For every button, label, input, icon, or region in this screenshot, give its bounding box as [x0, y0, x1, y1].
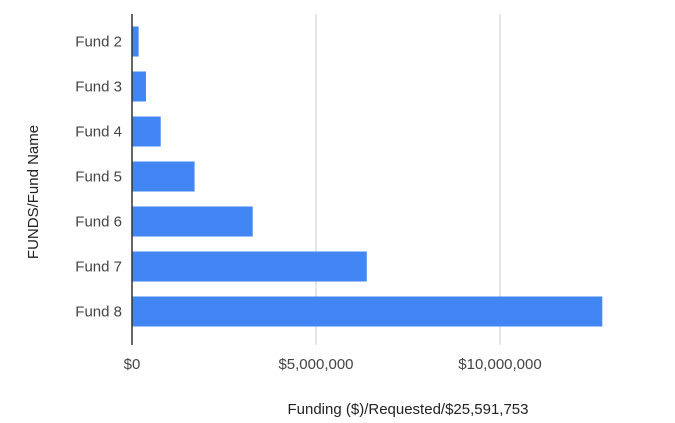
category-label: Fund 6: [75, 214, 122, 231]
x-tick-labels: $0 $5,000,000 $10,000,000: [124, 356, 542, 373]
category-label: Fund 4: [75, 124, 122, 141]
x-tick-label: $0: [124, 356, 141, 373]
bar-fund-3: [132, 71, 146, 102]
x-tick-label: $5,000,000: [278, 356, 353, 373]
category-label: Fund 5: [75, 169, 122, 186]
category-label: Fund 7: [75, 259, 122, 276]
bar-fund-5: [132, 161, 195, 192]
category-label: Fund 2: [75, 34, 122, 51]
bar-fund-7: [132, 251, 367, 282]
bar-fund-2: [132, 26, 139, 57]
category-label: Fund 3: [75, 79, 122, 96]
bar-fund-4: [132, 116, 161, 147]
bar-fund-6: [132, 206, 253, 237]
x-axis-title: Funding ($)/Requested/$25,591,753: [287, 401, 528, 418]
bars: [132, 26, 603, 327]
y-axis-title: FUNDS/Fund Name: [25, 125, 42, 259]
x-tick-label: $10,000,000: [458, 356, 541, 373]
bar-fund-8: [132, 296, 603, 327]
category-label: Fund 8: [75, 304, 122, 321]
gridlines: [315, 14, 501, 345]
category-labels: Fund 2 Fund 3 Fund 4 Fund 5 Fund 6 Fund 7 Fund…: [75, 34, 122, 321]
